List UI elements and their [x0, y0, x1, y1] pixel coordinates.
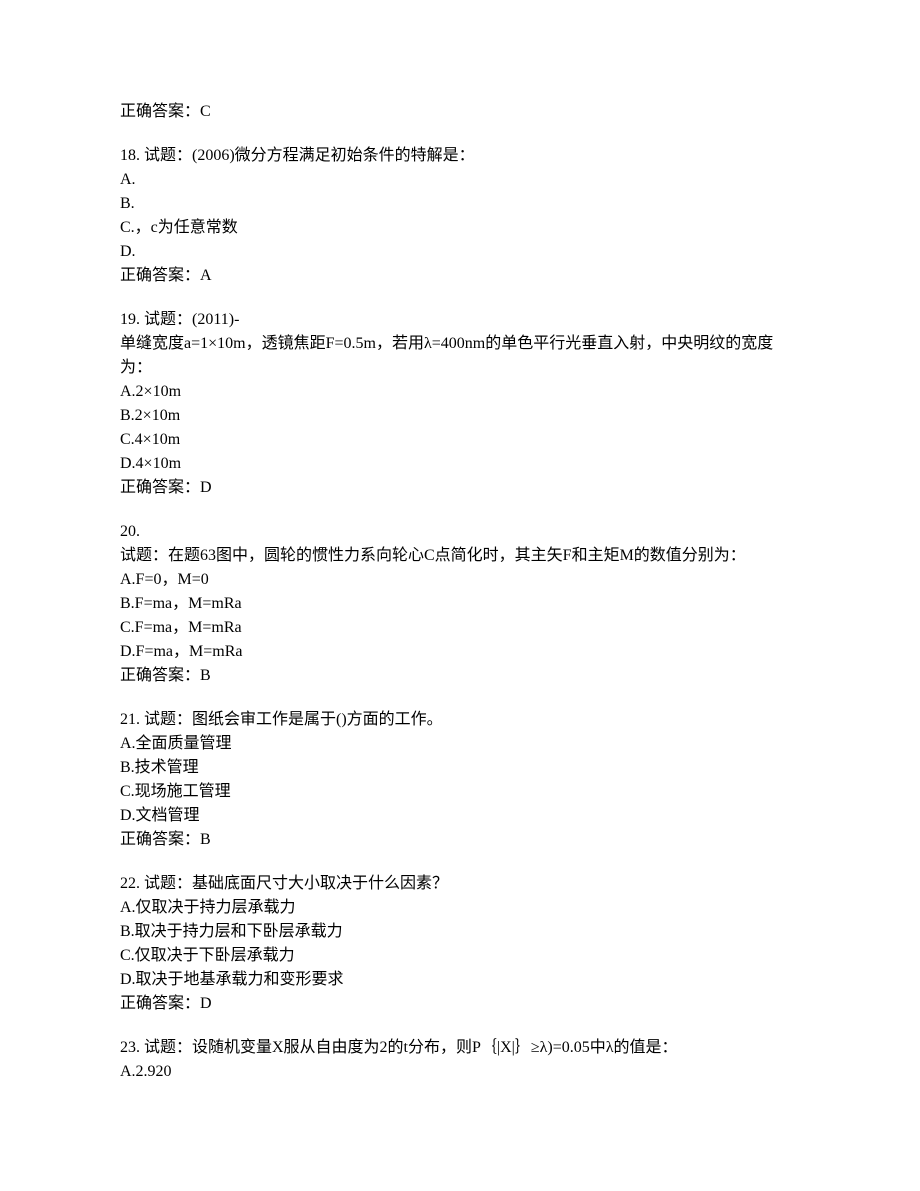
option-d: D.取决于地基承载力和变形要求 [120, 968, 800, 992]
option-b: B.2×10m [120, 404, 800, 428]
option-c: C.仅取决于下卧层承载力 [120, 944, 800, 968]
correct-answer: 正确答案：A [120, 264, 800, 288]
option-a: A.F=0，M=0 [120, 568, 800, 592]
question-20: 20. 试题：在题63图中，圆轮的惯性力系向轮心C点简化时，其主矢F和主矩M的数… [120, 520, 800, 688]
option-a: A.2.920 [120, 1060, 800, 1084]
option-a: A. [120, 168, 800, 192]
correct-answer: 正确答案：B [120, 828, 800, 852]
question-prompt: 18. 试题：(2006)微分方程满足初始条件的特解是： [120, 144, 800, 168]
question-number: 20 [120, 523, 136, 540]
option-a: A.仅取决于持力层承载力 [120, 896, 800, 920]
question-19: 19. 试题：(2011)- 单缝宽度a=1×10m，透镜焦距F=0.5m，若用… [120, 308, 800, 500]
option-d: D.4×10m [120, 452, 800, 476]
option-d: D. [120, 240, 800, 264]
question-number: 19 [120, 311, 136, 328]
question-text: 试题：图纸会审工作是属于()方面的工作。 [144, 711, 443, 728]
question-prompt: 22. 试题：基础底面尺寸大小取决于什么因素？ [120, 872, 800, 896]
option-b: B. [120, 192, 800, 216]
option-b: B.F=ma，M=mRa [120, 592, 800, 616]
option-c: C.4×10m [120, 428, 800, 452]
question-21: 21. 试题：图纸会审工作是属于()方面的工作。 A.全面质量管理 B.技术管理… [120, 708, 800, 852]
question-prompt-line2: 单缝宽度a=1×10m，透镜焦距F=0.5m，若用λ=400nm的单色平行光垂直… [120, 332, 800, 380]
correct-answer: 正确答案：B [120, 664, 800, 688]
question-text: 试题：(2011)- [144, 311, 239, 328]
question-text: 试题：设随机变量X服从自由度为2的t分布，则P｛|X|｝≥λ)=0.05中λ的值… [144, 1039, 678, 1056]
question-number: 22 [120, 875, 136, 892]
correct-answer: 正确答案：D [120, 992, 800, 1016]
question-text: 试题：基础底面尺寸大小取决于什么因素？ [144, 875, 448, 892]
option-b: B.取决于持力层和下卧层承载力 [120, 920, 800, 944]
question-18: 18. 试题：(2006)微分方程满足初始条件的特解是： A. B. C.，c为… [120, 144, 800, 288]
correct-answer: 正确答案：D [120, 476, 800, 500]
option-c: C.，c为任意常数 [120, 216, 800, 240]
option-d: D.F=ma，M=mRa [120, 640, 800, 664]
orphan-answer: 正确答案：C [120, 100, 800, 124]
question-prompt: 试题：在题63图中，圆轮的惯性力系向轮心C点简化时，其主矢F和主矩M的数值分别为… [120, 544, 800, 568]
option-d: D.文档管理 [120, 804, 800, 828]
question-prompt: 21. 试题：图纸会审工作是属于()方面的工作。 [120, 708, 800, 732]
question-text: 试题：(2006)微分方程满足初始条件的特解是： [144, 147, 475, 164]
question-23: 23. 试题：设随机变量X服从自由度为2的t分布，则P｛|X|｝≥λ)=0.05… [120, 1036, 800, 1084]
question-number: 18 [120, 147, 136, 164]
question-number-line: 20. [120, 520, 800, 544]
question-number: 23 [120, 1039, 136, 1056]
option-a: A.全面质量管理 [120, 732, 800, 756]
option-c: C.现场施工管理 [120, 780, 800, 804]
question-22: 22. 试题：基础底面尺寸大小取决于什么因素？ A.仅取决于持力层承载力 B.取… [120, 872, 800, 1016]
option-c: C.F=ma，M=mRa [120, 616, 800, 640]
option-b: B.技术管理 [120, 756, 800, 780]
question-prompt: 23. 试题：设随机变量X服从自由度为2的t分布，则P｛|X|｝≥λ)=0.05… [120, 1036, 800, 1060]
option-a: A.2×10m [120, 380, 800, 404]
question-number: 21 [120, 711, 136, 728]
question-prompt-line1: 19. 试题：(2011)- [120, 308, 800, 332]
